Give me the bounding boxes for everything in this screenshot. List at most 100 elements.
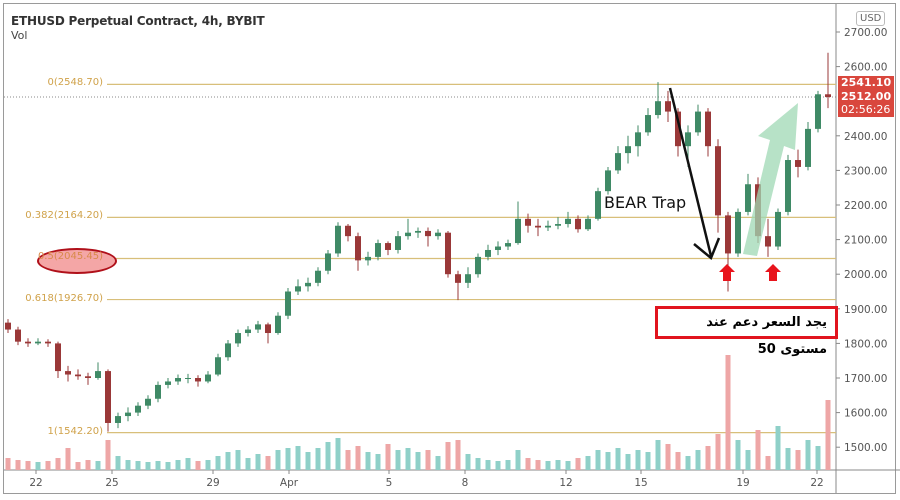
candle-body — [585, 218, 591, 230]
candle — [535, 218, 541, 237]
candle-body — [325, 253, 331, 271]
candle-body — [475, 256, 481, 275]
candle — [275, 312, 281, 335]
candle — [405, 218, 411, 240]
volume-bar — [485, 460, 491, 470]
candle — [305, 277, 311, 292]
y-tick-label: 1800.00 — [844, 338, 887, 350]
volume-bar — [75, 462, 81, 470]
candle-body — [145, 398, 151, 406]
candle-body — [165, 381, 171, 385]
candle — [175, 374, 181, 385]
candle — [115, 412, 121, 429]
volume-bar — [445, 442, 451, 470]
candle — [815, 90, 821, 133]
candle — [95, 362, 101, 380]
candle — [335, 222, 341, 257]
candle — [245, 326, 251, 337]
candle-body — [785, 160, 791, 212]
candle-body — [625, 146, 631, 154]
volume-bar — [245, 458, 251, 470]
candle-body — [25, 341, 31, 344]
candle — [215, 353, 221, 377]
y-tick-label: 1600.00 — [844, 408, 887, 420]
candle — [365, 251, 371, 266]
candle — [455, 270, 461, 301]
candle — [75, 369, 81, 380]
candle-body — [335, 225, 341, 254]
candle-body — [195, 378, 201, 382]
volume-bar — [405, 448, 411, 470]
candle — [415, 227, 421, 238]
currency-badge[interactable]: USD — [856, 11, 886, 26]
volume-bar — [525, 458, 531, 470]
last-price: 2512.00 — [841, 90, 892, 103]
volume-bar — [95, 461, 101, 470]
bear-trap-arrow — [668, 87, 713, 257]
volume-bar — [475, 458, 481, 470]
candle-body — [695, 111, 701, 133]
y-tick-label: 2200.00 — [844, 200, 887, 212]
x-tick-label: 12 — [559, 477, 572, 489]
volume-bar — [165, 462, 171, 470]
candle-body — [85, 376, 91, 378]
chart-frame — [3, 3, 896, 494]
candle-body — [135, 405, 141, 413]
x-tick-label: 15 — [634, 477, 647, 489]
volume-bar — [465, 454, 471, 470]
candle-body — [575, 218, 581, 230]
y-tick-label: 2700.00 — [844, 27, 887, 39]
volume-bar — [785, 448, 791, 470]
candle-body — [485, 249, 491, 257]
volume-bar — [765, 456, 771, 470]
candle — [15, 326, 21, 346]
candle-body — [745, 184, 751, 212]
volume-bar — [115, 456, 121, 470]
volume-bar — [415, 452, 421, 470]
candle — [135, 402, 141, 417]
candle — [105, 369, 111, 432]
candle-body — [265, 324, 271, 334]
highlight-ellipse — [37, 248, 117, 274]
candle-body — [815, 94, 821, 129]
last-price-label: 2512.00 02:56:26 — [838, 90, 895, 117]
candle-body — [825, 94, 831, 98]
candle-body — [75, 374, 81, 377]
y-tick-label: 1700.00 — [844, 373, 887, 385]
candle-body — [185, 378, 191, 379]
x-tick-label: 22 — [810, 477, 823, 489]
candle-body — [225, 343, 231, 358]
candle — [735, 208, 741, 257]
candle-body — [705, 111, 711, 147]
candle-body — [355, 236, 361, 261]
volume-bar — [565, 461, 571, 470]
candle — [625, 135, 631, 164]
candle-body — [235, 333, 241, 344]
bar-countdown: 02:56:26 — [841, 103, 891, 116]
volume-bar — [105, 440, 111, 470]
candle — [695, 104, 701, 136]
candle-body — [455, 274, 461, 283]
candle-body — [435, 232, 441, 237]
volume-bar — [815, 446, 821, 470]
candle-body — [45, 341, 51, 344]
candle — [85, 372, 91, 385]
volume-bar — [505, 460, 511, 470]
y-tick-label: 1900.00 — [844, 304, 887, 316]
candle — [315, 267, 321, 287]
candle — [805, 121, 811, 171]
y-tick-label: 1500.00 — [844, 442, 887, 454]
candle-body — [725, 215, 731, 254]
candle — [435, 229, 441, 240]
candle — [485, 244, 491, 261]
candle-body — [405, 232, 411, 237]
candle-body — [55, 343, 61, 372]
candle — [265, 322, 271, 344]
candle-body — [345, 225, 351, 237]
candle — [765, 218, 771, 257]
candle-body — [15, 329, 21, 342]
candle — [515, 201, 521, 245]
volume-indicator-label[interactable]: Vol — [11, 29, 28, 42]
candle — [555, 217, 561, 230]
